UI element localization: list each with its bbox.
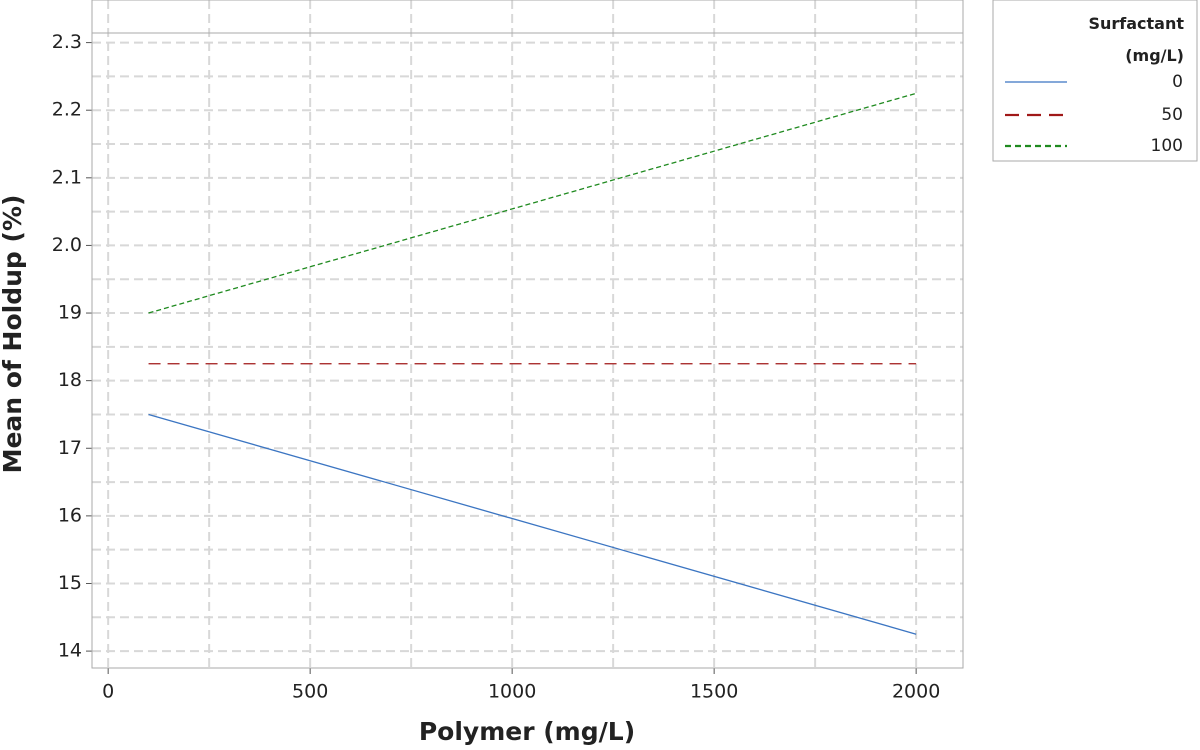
plot-frame [91,0,964,669]
x-tick-label: 2000 [892,681,940,703]
y-tick-label: 2.1 [52,166,82,188]
legend-label: 100 [1151,136,1183,156]
legend-title: Surfactant (mg/L) [1088,14,1184,65]
legend-label: 0 [1172,72,1183,92]
y-tick-label: 15 [58,572,82,594]
x-tick-label: 1500 [690,681,738,703]
y-tick-label: 17 [58,437,82,459]
y-tick-label: 16 [58,504,82,526]
series-line [148,92,917,314]
y-tick-label: 2.0 [52,234,82,256]
x-tick-label: 0 [102,681,114,703]
y-tick-label: 2.3 [52,31,82,53]
y-tick-label: 2.2 [52,99,82,121]
y-tick-label: 18 [58,369,82,391]
x-tick-label: 500 [292,681,328,703]
legend-label: 50 [1161,105,1183,125]
y-tick-label: 14 [58,640,82,662]
x-axis-label: Polymer (mg/L) [419,717,635,746]
x-tick-label: 1000 [488,681,536,703]
legend-box [992,0,1198,162]
y-tick-label: 19 [58,302,82,324]
series-line [148,413,917,635]
y-axis-label: Mean of Holdup (%) [0,195,27,474]
